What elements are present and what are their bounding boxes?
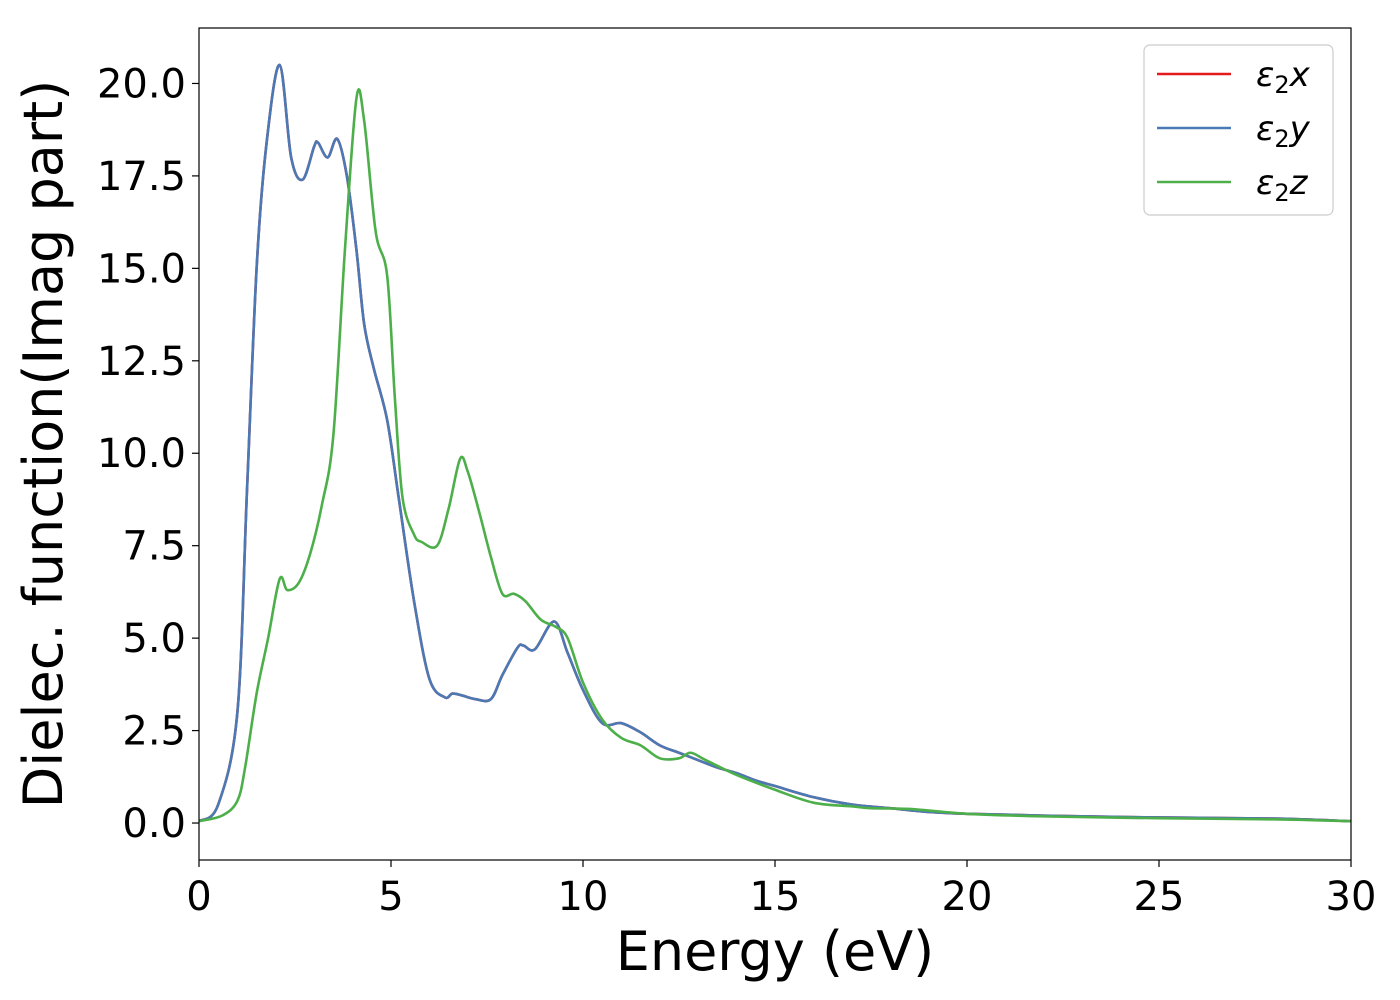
x-axis-label: Energy (eV) [616, 920, 935, 983]
legend: ε2x ε2y ε2z [1143, 44, 1334, 216]
x-tick-label: 25 [1134, 874, 1185, 920]
series-line-z [199, 88, 1351, 823]
x-tick-label: 5 [378, 874, 403, 920]
legend-label-z: ε2z [1256, 163, 1309, 207]
legend-label-x: ε2x [1256, 55, 1311, 99]
legend-label-y: ε2y [1256, 109, 1311, 153]
y-tick-label: 20.0 [97, 61, 186, 107]
series-lines [199, 63, 1351, 823]
y-tick-label: 7.5 [122, 524, 186, 570]
x-tick-label: 10 [558, 874, 609, 920]
x-tick-label: 30 [1326, 874, 1377, 920]
legend-box [1143, 44, 1334, 216]
x-axis: 0 5 10 15 20 25 30 [186, 860, 1376, 920]
y-axis-label: Dielec. function(Imag part) [12, 80, 75, 809]
y-axis: 0.0 2.5 5.0 7.5 10.0 12.5 15.0 17.5 20.0 [97, 61, 199, 847]
y-tick-label: 15.0 [97, 246, 186, 292]
y-tick-label: 17.5 [97, 154, 186, 200]
x-tick-label: 15 [750, 874, 801, 920]
legend-items: ε2x ε2y ε2z [1157, 55, 1311, 207]
y-tick-label: 0.0 [122, 801, 186, 847]
y-tick-label: 10.0 [97, 431, 186, 477]
y-tick-label: 2.5 [122, 709, 186, 755]
y-tick-label: 12.5 [97, 339, 186, 385]
series-line-y [199, 63, 1351, 823]
x-tick-label: 0 [186, 874, 211, 920]
y-tick-label: 5.0 [122, 616, 186, 662]
x-tick-label: 20 [942, 874, 993, 920]
